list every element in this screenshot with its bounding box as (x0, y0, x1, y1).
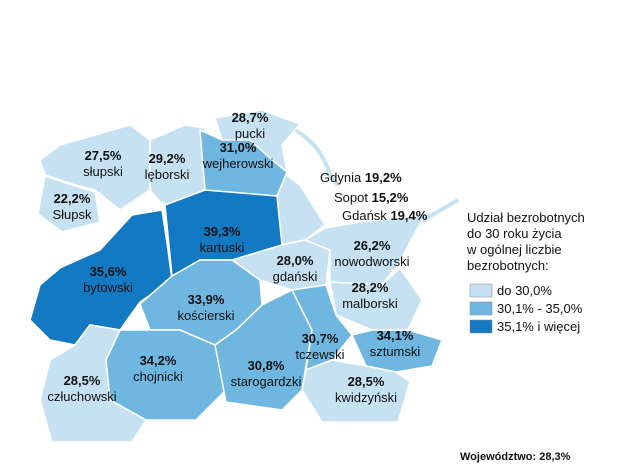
region-value: 28,0% (277, 253, 314, 268)
region-value: 28,5% (348, 374, 385, 389)
region-name: starogardzki (231, 374, 302, 389)
legend-title: Udział bezrobotnych (467, 210, 585, 225)
region-value: 30,8% (248, 358, 285, 373)
city-label: Gdynia 19,2% (320, 170, 402, 185)
region-name: słupski (83, 164, 123, 179)
region (37, 175, 101, 233)
legend-swatch (469, 301, 493, 316)
region-name: chojnicki (133, 369, 183, 384)
region-name: kościerski (177, 308, 234, 323)
region-value: 39,3% (204, 224, 241, 239)
region-name: Słupsk (52, 207, 92, 222)
region-value: 30,7% (302, 331, 339, 346)
region-name: bytowski (83, 280, 133, 295)
region-value: 26,2% (354, 238, 391, 253)
region-name: gdański (273, 269, 318, 284)
legend-title: bezrobotnych: (467, 258, 549, 273)
region (39, 124, 151, 211)
city-name: Gdańsk (342, 208, 387, 223)
vistula-spit (418, 198, 460, 224)
city-label: Gdańsk 19,4% (342, 208, 428, 223)
region-name: człuchowski (47, 389, 116, 404)
footer: Województwo: 28,3% (460, 451, 571, 463)
legend-swatch (469, 283, 493, 298)
city-value: 15,2% (372, 190, 409, 205)
region-name: sztumski (370, 344, 421, 359)
legend-title: do 30 roku życia (467, 226, 562, 241)
legend-label: 35,1% i więcej (497, 319, 580, 334)
city-label: Sopot 15,2% (334, 190, 409, 205)
region-value: 34,1% (377, 328, 414, 343)
region-value: 28,2% (352, 280, 389, 295)
region-value: 28,7% (232, 110, 269, 125)
region (290, 284, 353, 372)
region (329, 266, 423, 331)
region-value: 28,5% (64, 373, 101, 388)
region-value: 31,0% (220, 140, 257, 155)
region-name: wejherowski (202, 156, 274, 171)
region (39, 324, 148, 443)
region-value: 29,2% (149, 151, 186, 166)
legend-swatch (469, 319, 493, 334)
region-value: 33,9% (188, 292, 225, 307)
region-name: nowodworski (334, 254, 409, 269)
region (303, 214, 427, 286)
region-name: tczewski (295, 347, 344, 362)
city-value: 19,2% (365, 170, 402, 185)
region-name: pucki (235, 126, 265, 141)
region-value: 34,2% (140, 353, 177, 368)
legend-label: 30,1% - 35,0% (497, 301, 583, 316)
region-value: 35,6% (90, 264, 127, 279)
region-name: lęborski (145, 167, 190, 182)
city-name: Sopot (334, 190, 368, 205)
footer-value: 28,3% (539, 451, 570, 463)
footer-label: Województwo: (460, 451, 536, 463)
legend-label: do 30,0% (497, 283, 552, 298)
region-value: 27,5% (85, 148, 122, 163)
region-value: 22,2% (54, 191, 91, 206)
legend-title: w ogólnej liczbie (466, 242, 562, 257)
region-name: kartuski (200, 240, 245, 255)
city-value: 19,4% (390, 208, 427, 223)
region-name: malborski (342, 296, 398, 311)
region-name: kwidzyński (335, 390, 397, 405)
region (301, 359, 411, 423)
city-name: Gdynia (320, 170, 362, 185)
